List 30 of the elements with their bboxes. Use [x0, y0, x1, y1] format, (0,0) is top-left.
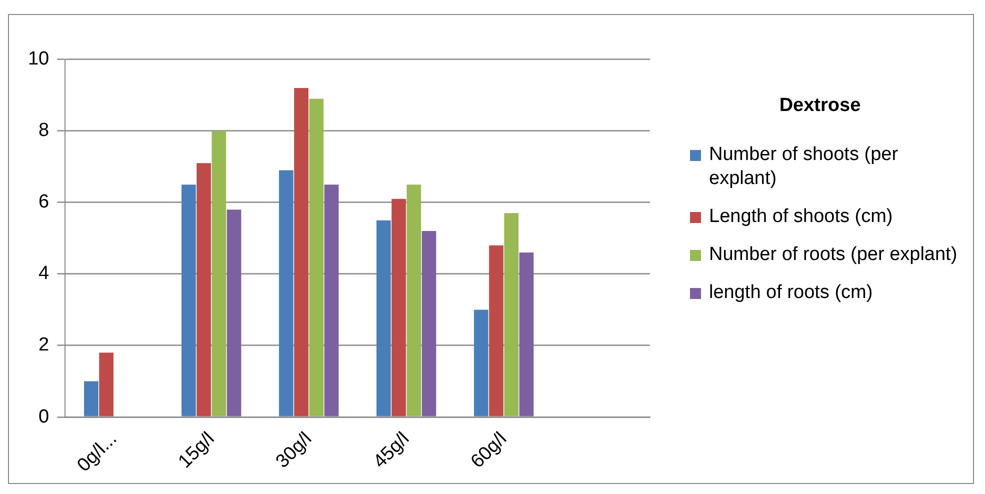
bar: [99, 352, 114, 416]
bar: [376, 220, 391, 416]
y-tick-label: 10: [28, 48, 50, 70]
bar: [309, 98, 324, 416]
bar: [324, 184, 339, 416]
y-tick-label: 6: [38, 192, 50, 213]
legend-label: length of roots (cm): [709, 281, 873, 305]
y-tick-label: 0: [38, 406, 50, 428]
legend-label: Number of shoots (per explant): [709, 143, 900, 191]
bar: [406, 184, 422, 416]
bar: [422, 231, 436, 416]
bar: [504, 213, 519, 416]
bar: [294, 88, 308, 416]
bar: [519, 252, 534, 416]
bar: [392, 198, 406, 416]
legend-label: Number of roots (per explant): [709, 243, 958, 267]
bar: [474, 310, 488, 416]
y-tick-label: 2: [38, 334, 50, 356]
bar: [278, 170, 294, 416]
legend-title: Dextrose: [778, 95, 862, 117]
bar: [196, 163, 211, 416]
bar: [212, 130, 226, 416]
y-tick-label: 8: [38, 120, 50, 142]
bar: [226, 210, 242, 416]
bar: [489, 245, 504, 416]
legend-label: Length of shoots (cm): [709, 205, 893, 229]
y-tick-label: 4: [38, 263, 50, 284]
bar: [84, 381, 98, 416]
x-tick-label: 0g/l...: [73, 428, 122, 476]
bar: [182, 184, 196, 416]
